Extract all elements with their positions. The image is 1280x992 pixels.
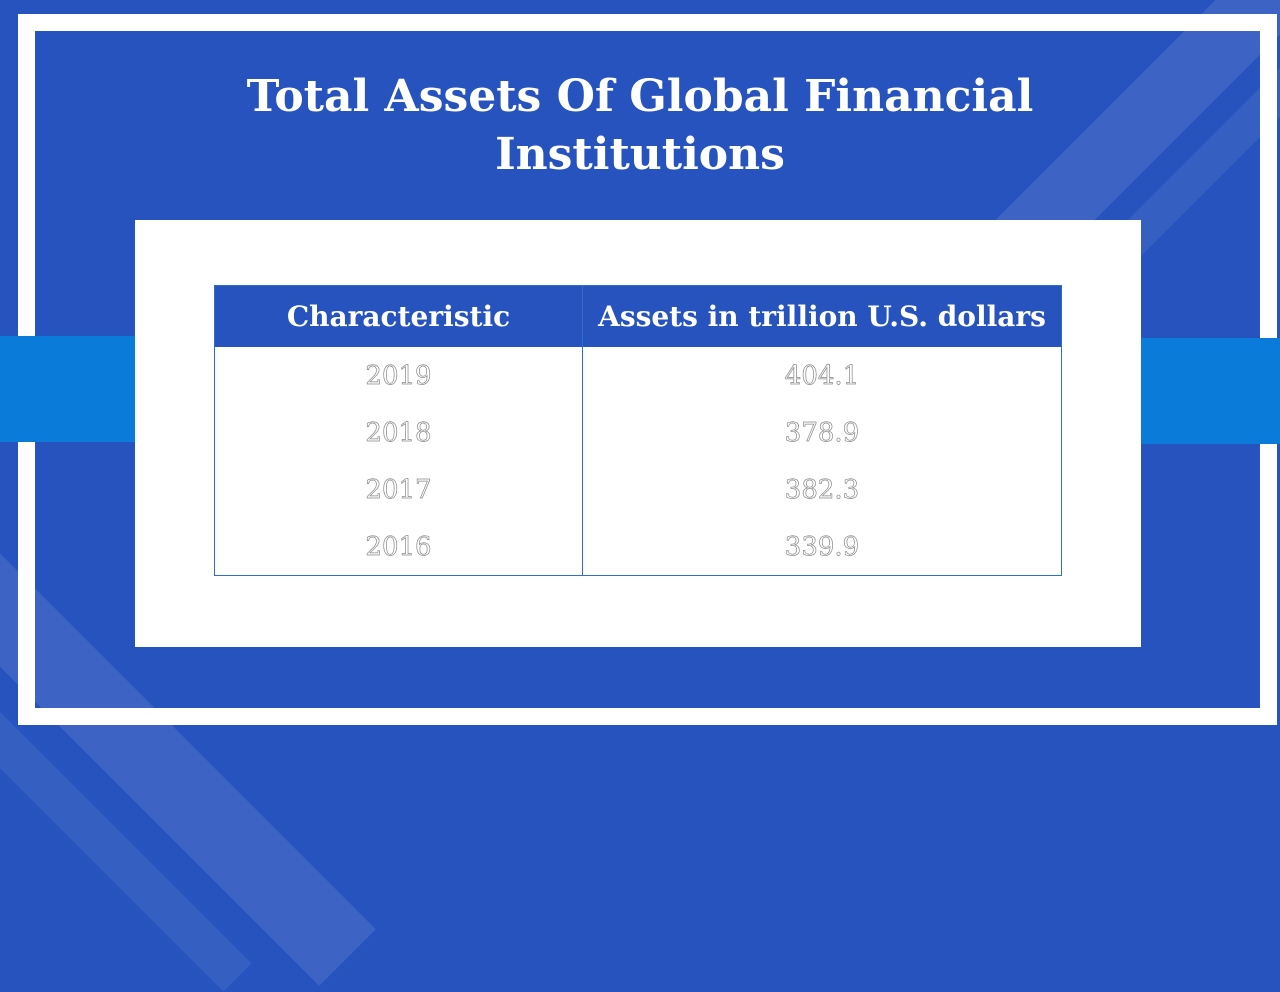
assets-cell: 378.9 bbox=[784, 417, 860, 448]
year-cell: 2016 bbox=[214, 518, 583, 576]
table-row: 2019 404.1 bbox=[214, 347, 1062, 404]
assets-table: Characteristic Assets in trillion U.S. d… bbox=[214, 285, 1062, 576]
year-cell: 2019 bbox=[214, 347, 583, 404]
assets-cell: 404.1 bbox=[784, 360, 860, 391]
year-cell: 2017 bbox=[214, 461, 583, 518]
assets-cell: 339.9 bbox=[784, 531, 860, 562]
column-header-assets: Assets in trillion U.S. dollars bbox=[582, 285, 1062, 347]
year-cell: 2018 bbox=[214, 404, 583, 461]
table-row: 2018 378.9 bbox=[214, 404, 1062, 461]
assets-cell: 382.3 bbox=[784, 474, 860, 505]
column-header-characteristic: Characteristic bbox=[214, 285, 583, 347]
table-header-row: Characteristic Assets in trillion U.S. d… bbox=[214, 285, 1062, 347]
table-row: 2016 339.9 bbox=[214, 518, 1062, 576]
table-row: 2017 382.3 bbox=[214, 461, 1062, 518]
slide-title: Total Assets Of Global Financial Institu… bbox=[246, 71, 1034, 180]
